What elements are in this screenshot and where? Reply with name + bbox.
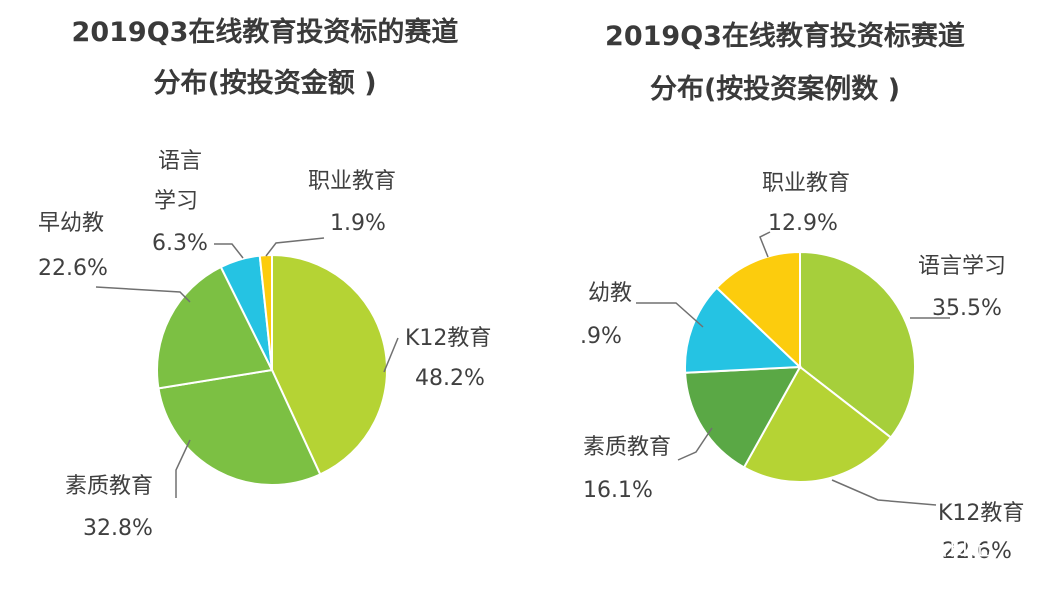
chart-2: 2019Q3在线教育投资标赛道 分布(按投资案例数 ) 语言学习 35.5% K… [580, 20, 1024, 564]
chart-2-label-language-value: 35.5% [932, 296, 1002, 321]
chart-2-title-line-1: 2019Q3在线教育投资标赛道 [605, 20, 965, 52]
chart-2-slice-4 [715, 250, 801, 370]
watermark-text: koi产品日记 [872, 536, 992, 561]
chart-2-slice-2 [684, 365, 802, 469]
chart-1-label-k12-value: 48.2% [415, 366, 485, 391]
chart-1: 2019Q3在线教育投资标的赛道 分布(按投资金额 ) K12教育 48.2% … [38, 16, 491, 541]
chart-1-label-early-name: 早幼教 [38, 211, 104, 236]
chart-1-label-language-value: 6.3% [152, 231, 208, 256]
chart-1-leader-early [95, 286, 191, 303]
chart-2-pie [684, 250, 916, 483]
chart-2-label-quality-name: 素质教育 [583, 435, 671, 460]
chart-1-label-quality-name: 素质教育 [65, 474, 153, 499]
chart-2-leader-lines [636, 231, 950, 506]
chart-2-leader-early [636, 302, 704, 328]
chart-2-leader-k12 [831, 479, 937, 506]
chart-1-leader-quality [175, 439, 191, 498]
chart-1-leader-lines [95, 237, 399, 498]
chart-2-label-early-value: .9% [580, 324, 622, 349]
watermark: koi产品日记 [837, 533, 992, 561]
chart-1-leader-k12 [383, 337, 399, 373]
chart-2-label-language-name: 语言学习 [918, 254, 1006, 279]
chart-1-leader-vocational [265, 237, 325, 257]
chart-2-leader-vocational [759, 231, 771, 258]
chart-2-label-vocational-name: 职业教育 [762, 171, 850, 196]
chart-2-label-vocational-value: 12.9% [768, 211, 838, 236]
chart-2-label-quality-value: 16.1% [583, 478, 653, 503]
chart-1-pie [156, 253, 388, 486]
chart-2-label-k12-name: K12教育 [938, 501, 1024, 526]
chart-1-label-vocational-name: 职业教育 [308, 169, 396, 194]
chart-1-leader-language [214, 243, 244, 259]
chart-1-label-early-value: 22.6% [38, 256, 108, 281]
chart-1-title-line-2: 分布(按投资金额 ) [153, 67, 376, 99]
chart-2-slice-3 [684, 286, 803, 374]
chart-1-slice-1 [157, 368, 322, 486]
wechat-icon [837, 533, 873, 561]
chart-1-label-vocational-value: 1.9% [330, 211, 386, 236]
chart-2-slice-1 [742, 365, 893, 483]
chart-2-leader-quality [677, 427, 713, 461]
chart-1-slice-0 [271, 253, 388, 476]
chart-1-label-language-name-line-1: 语言 [158, 149, 202, 174]
chart-2-slice-0 [799, 250, 916, 439]
chart-2-label-k12-value: 22.6% [942, 539, 1012, 564]
chart-2-label-early-name: 幼教 [588, 281, 632, 306]
chart-1-label-k12-name: K12教育 [405, 326, 491, 351]
chart-1-label-language-name-line-2: 学习 [154, 189, 198, 214]
chart-1-title-line-1: 2019Q3在线教育投资标的赛道 [72, 16, 459, 48]
chart-1-label-quality-value: 32.8% [83, 516, 153, 541]
chart-2-title-line-2: 分布(按投资案例数 ) [650, 73, 900, 105]
